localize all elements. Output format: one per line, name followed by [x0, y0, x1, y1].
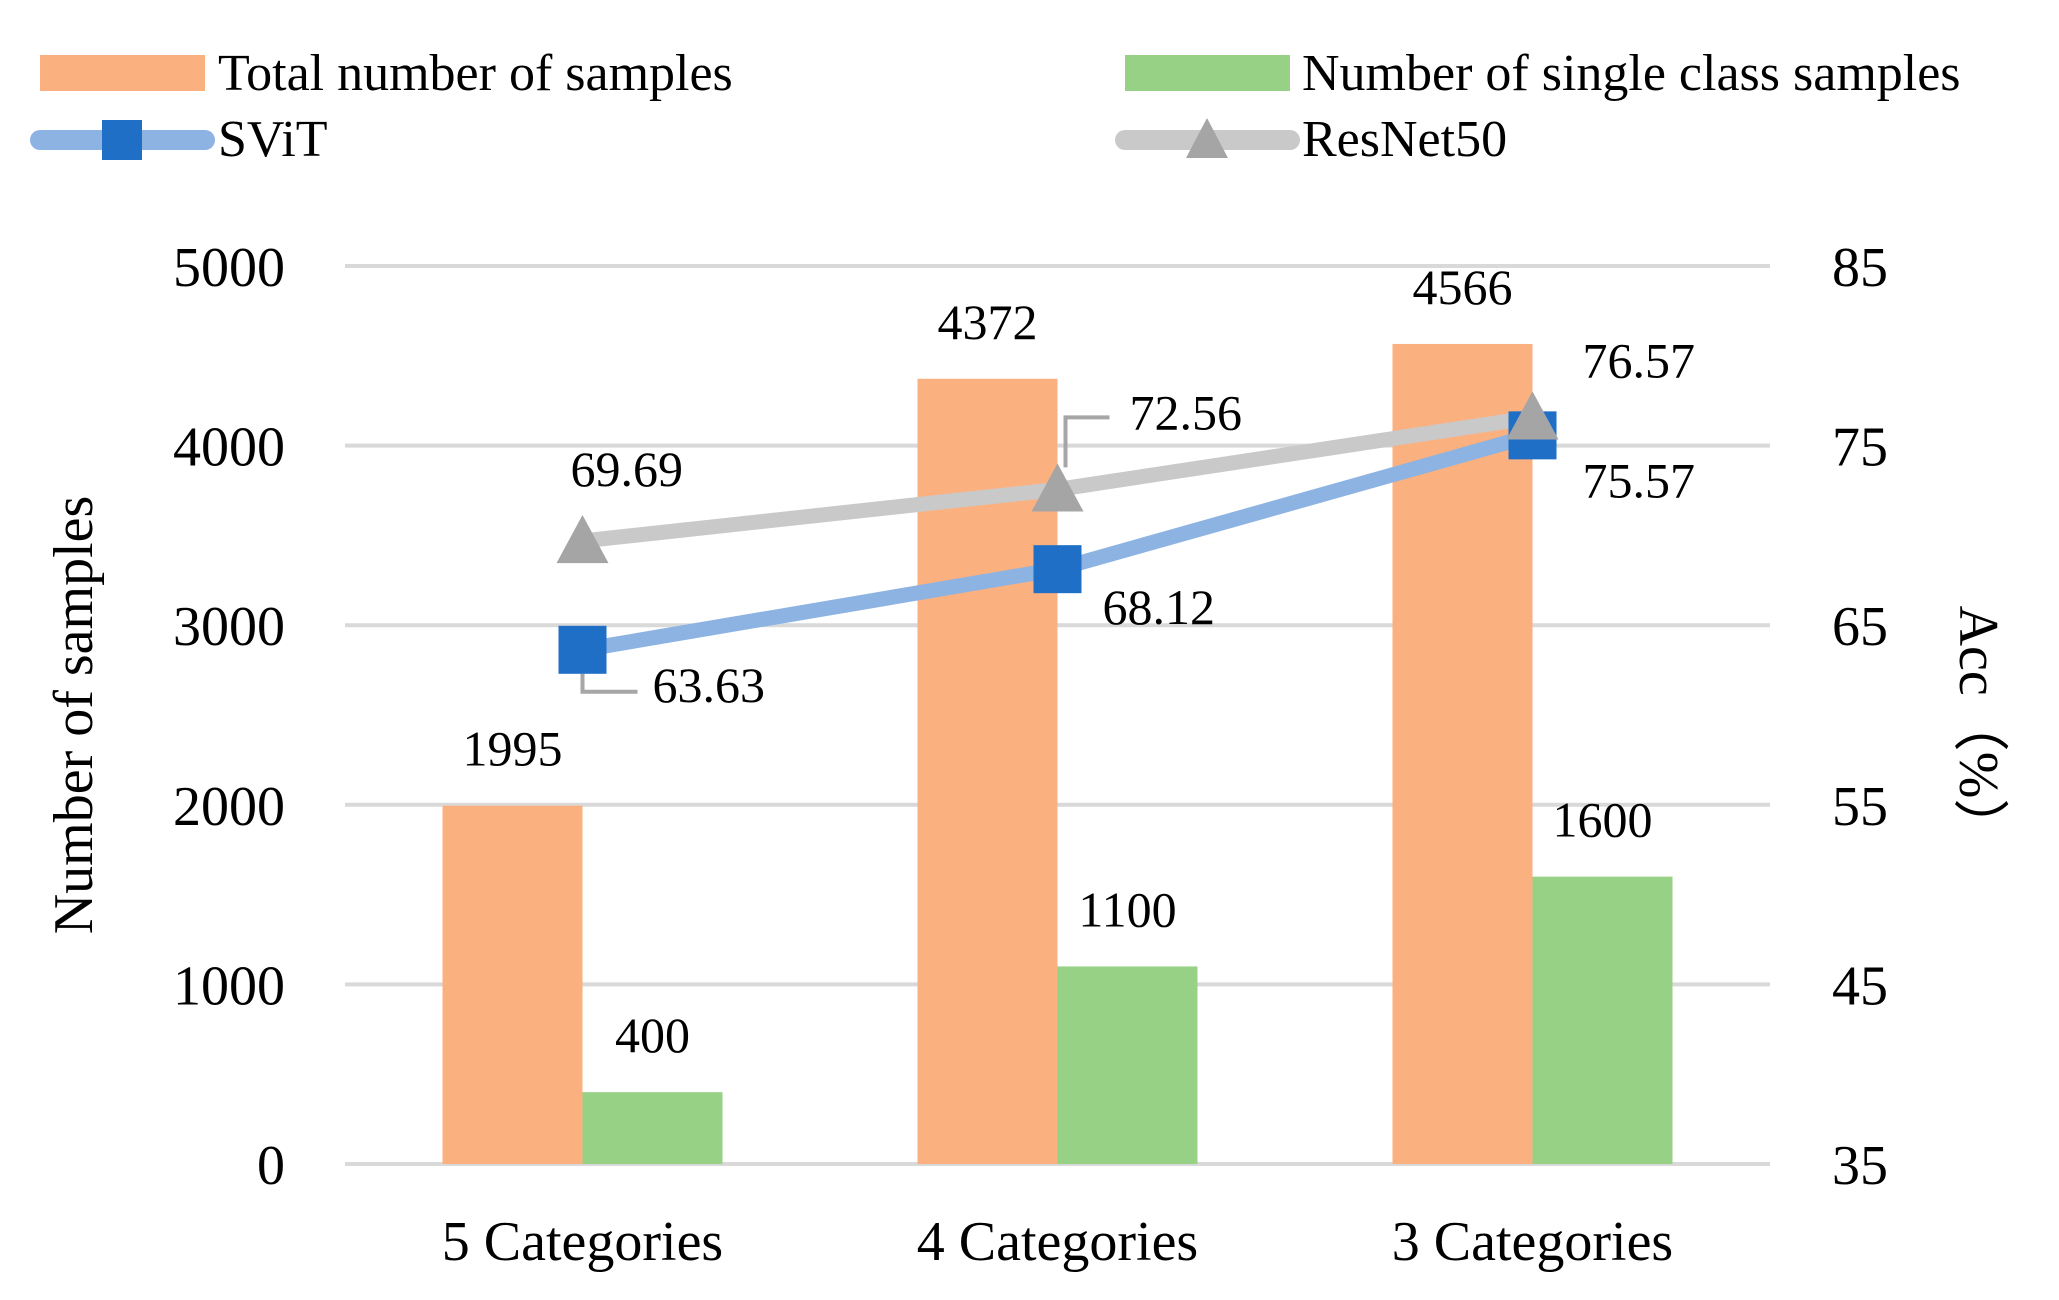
series-marker	[1031, 463, 1084, 512]
y-tick-label: 0	[257, 1135, 285, 1197]
y-axis-title: Number of samples	[43, 496, 105, 935]
legend: Total number of samples Number of single…	[30, 45, 1961, 168]
bar-data-label: 1100	[1078, 881, 1176, 937]
legend-marker-svit	[102, 120, 142, 160]
bar-data-label: 4372	[938, 294, 1038, 350]
line-data-label: 76.57	[1583, 332, 1696, 388]
bar-data-label: 1600	[1553, 792, 1653, 848]
legend-swatch-single	[1125, 55, 1290, 91]
x-tick-label: 5 Categories	[442, 1211, 723, 1273]
y2-tick-label: 55	[1832, 776, 1888, 838]
series-marker	[1506, 391, 1559, 440]
y2-tick-label: 35	[1832, 1135, 1888, 1197]
y-tick-label: 4000	[173, 417, 285, 479]
legend-label-total: Total number of samples	[218, 45, 733, 102]
line-data-label: 68.12	[1103, 579, 1216, 635]
line-data-label: 72.56	[1130, 384, 1243, 440]
y2-tick-label: 75	[1832, 417, 1888, 479]
y2-tick-label: 45	[1832, 955, 1888, 1017]
leader-line	[580, 673, 638, 694]
bar-data-label: 400	[615, 1007, 690, 1063]
bar	[1532, 876, 1673, 1164]
axes: Number of samples Acc（%） 0 1000 2000 3000 40…	[43, 237, 2009, 1273]
legend-swatch-total	[40, 55, 205, 91]
leader-lines	[580, 415, 1110, 694]
line-data-label: 63.63	[653, 657, 766, 713]
legend-label-svit: SViT	[218, 111, 328, 168]
y-tick-label: 5000	[173, 237, 285, 299]
series-marker	[558, 625, 607, 674]
y2-axis-title: Acc（%）	[1947, 606, 2009, 855]
bar	[1392, 343, 1533, 1164]
bar-data-label: 4566	[1413, 259, 1513, 315]
y2-tick-label: 85	[1832, 237, 1888, 299]
bar	[1057, 966, 1198, 1164]
legend-marker-resnet	[1186, 118, 1228, 158]
line-data-label: 69.69	[571, 441, 684, 497]
legend-label-single: Number of single class samples	[1302, 45, 1961, 102]
y-tick-label: 3000	[173, 596, 285, 658]
y2-tick-label: 65	[1832, 596, 1888, 658]
x-tick-label: 4 Categories	[917, 1211, 1198, 1273]
leader-line	[1063, 415, 1110, 468]
bar	[582, 1092, 723, 1164]
lines	[556, 391, 1559, 674]
data-labels: 1995 4372 4566 400 1100 1600 63.63 68.12 75.57 69…	[463, 259, 1696, 1063]
y-tick-label: 1000	[173, 955, 285, 1017]
legend-label-resnet: ResNet50	[1302, 111, 1507, 168]
series-marker	[1033, 545, 1082, 594]
line-data-label: 75.57	[1583, 452, 1696, 508]
y-tick-label: 2000	[173, 776, 285, 838]
bar-data-label: 1995	[463, 721, 563, 777]
bar	[442, 805, 583, 1164]
x-tick-label: 3 Categories	[1392, 1211, 1673, 1273]
series-marker	[556, 514, 609, 564]
